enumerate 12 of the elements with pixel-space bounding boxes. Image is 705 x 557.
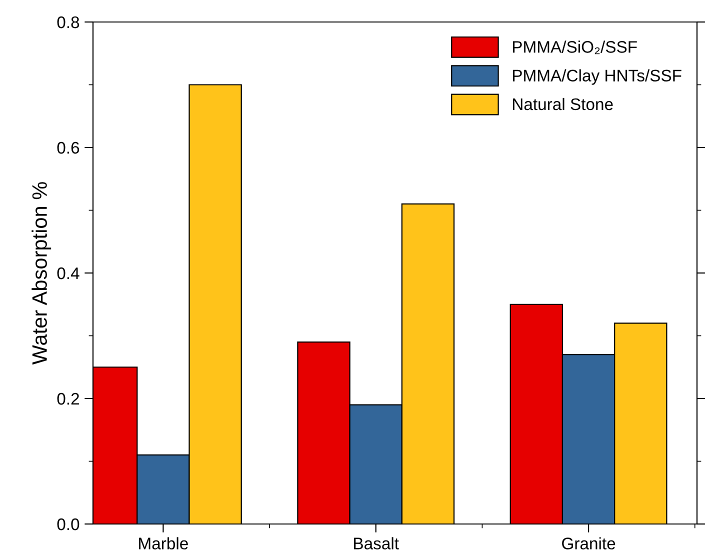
y-axis-title: Water Absorption %	[32, 182, 52, 365]
y-tick-label: 0.0	[57, 518, 80, 530]
y-tick-label: 0.6	[57, 142, 80, 154]
y-tick-label: 0.4	[57, 267, 80, 280]
legend-label: Natural Stone	[512, 98, 613, 110]
x-tick-label: Basalt	[354, 537, 399, 550]
legend-label: PMMA/Clay HNTs/SSF	[512, 69, 682, 85]
legend-label: PMMA/SiO₂/SSF	[512, 40, 637, 54]
x-tick-label: Granite	[562, 537, 616, 550]
y-tick-label: 0.2	[57, 392, 79, 405]
x-tick-label: Marble	[139, 537, 188, 550]
y-tick-label: 0.8	[57, 16, 80, 28]
